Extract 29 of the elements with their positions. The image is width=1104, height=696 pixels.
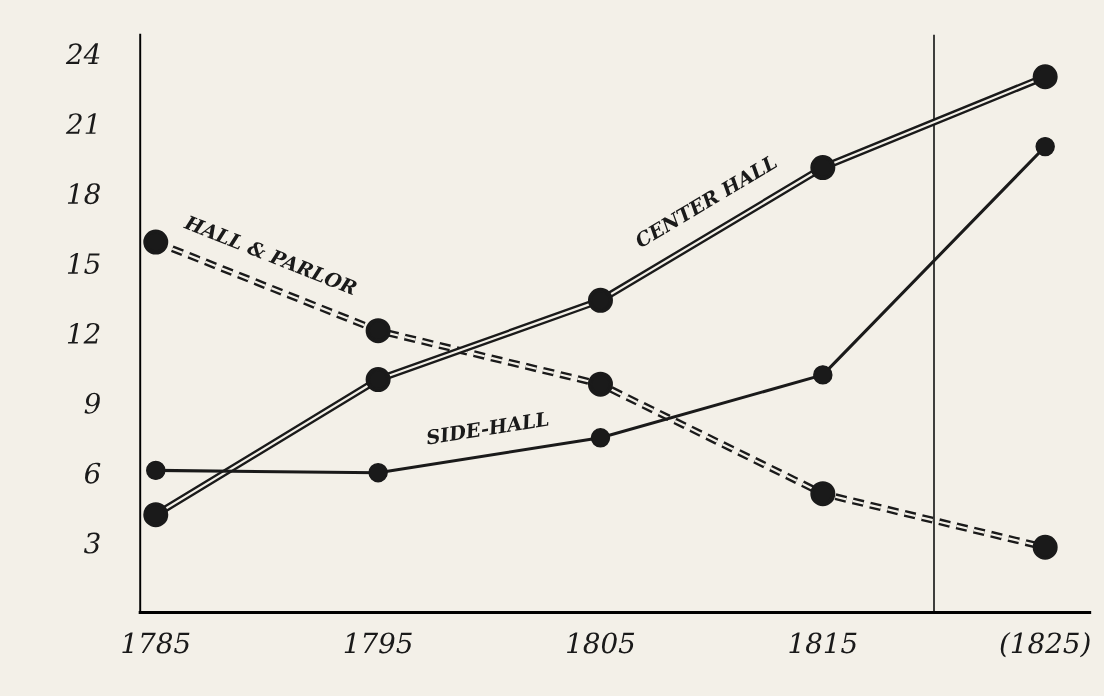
y-tick-label: 24 xyxy=(65,43,100,64)
point xyxy=(1032,64,1058,90)
point xyxy=(590,428,611,448)
x-tick-label: (1825) xyxy=(1000,631,1090,658)
y-tick-label: 18 xyxy=(67,183,100,205)
y-tick-label: 9 xyxy=(84,392,100,414)
x-tick-label: 1795 xyxy=(344,632,412,654)
point xyxy=(1032,534,1058,560)
point xyxy=(587,371,613,397)
point xyxy=(146,460,166,481)
point xyxy=(368,462,388,483)
point xyxy=(810,155,836,181)
point xyxy=(1035,136,1055,157)
x-tick-label: 1785 xyxy=(122,632,190,654)
point xyxy=(365,318,391,344)
point xyxy=(810,481,836,507)
point xyxy=(365,367,391,393)
y-tick-label: 12 xyxy=(67,322,100,344)
x-tick-label: 1805 xyxy=(567,632,635,654)
y-tick-label: 21 xyxy=(65,113,96,134)
y-tick-label: 3 xyxy=(83,532,100,554)
y-tick-label: 6 xyxy=(85,462,101,484)
point xyxy=(813,365,833,385)
point xyxy=(143,229,169,255)
y-tick-label: 15 xyxy=(67,253,100,275)
text: SIDE-HALL xyxy=(425,411,549,445)
point xyxy=(587,287,613,313)
point xyxy=(143,502,169,528)
x-tick-label: 1815 xyxy=(789,632,857,654)
